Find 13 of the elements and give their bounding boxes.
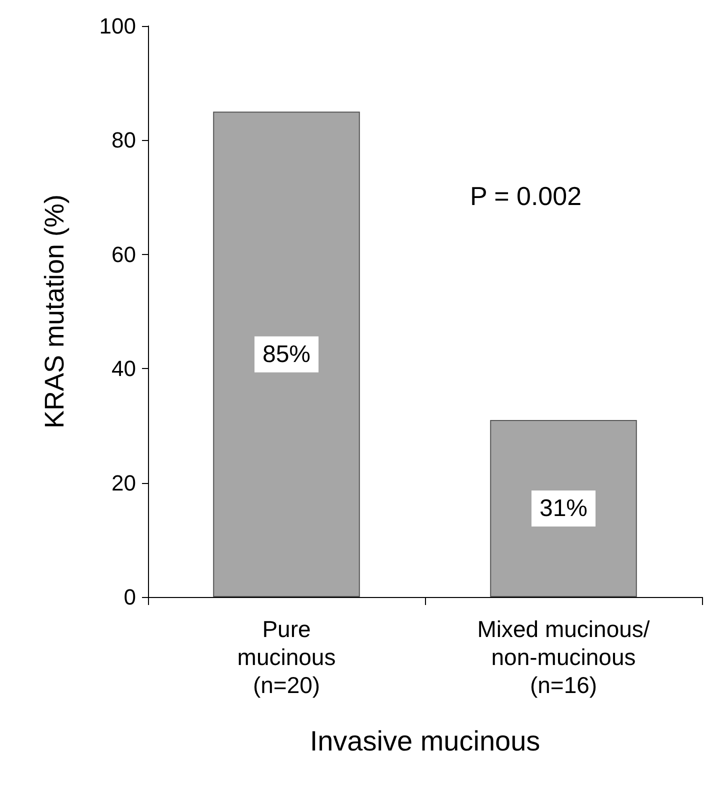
annotation: P = 0.002 [470,181,582,211]
y-tick-label: 60 [112,242,136,267]
data-label: 31% [539,494,588,522]
y-tick-label: 20 [112,470,136,496]
x-axis-title: Invasive mucinous [310,726,540,756]
x-tick-label: Pure mucinous (n=20) [237,616,336,698]
y-tick-label: 0 [124,584,136,610]
data-label: 85% [262,340,311,368]
x-tick-label: Mixed mucinous/ non-mucinous (n=16) [477,616,650,698]
y-axis-title: KRAS mutation (%) [40,194,70,429]
y-tick-label: 40 [112,356,136,382]
y-tick-label: 100 [99,14,136,38]
y-tick-label: 80 [112,128,136,153]
